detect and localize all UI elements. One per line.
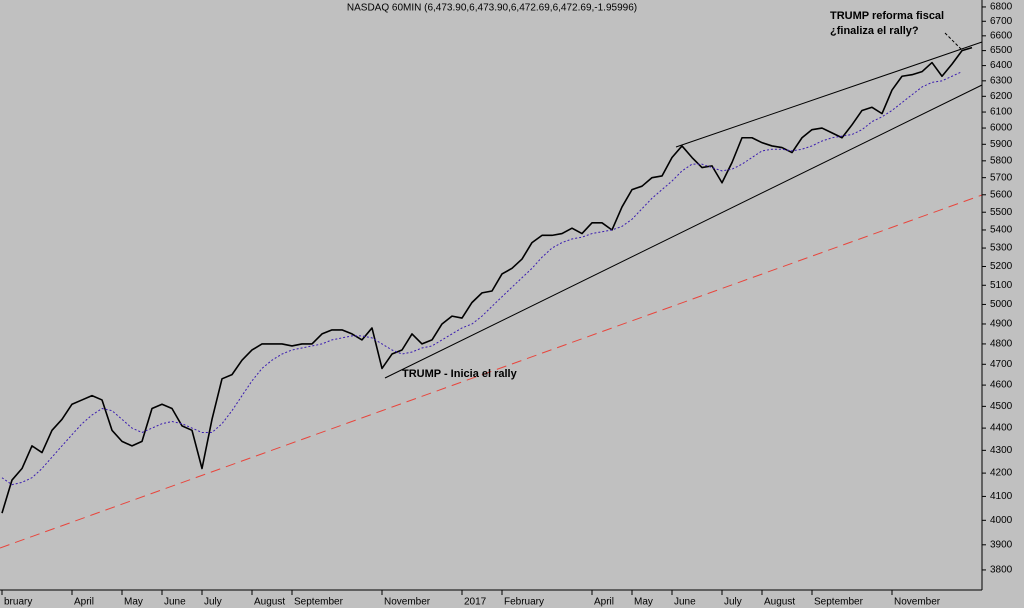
y-tick-label: 5900: [990, 139, 1013, 150]
x-tick-label: June: [164, 597, 186, 608]
upper-trendline: [675, 41, 983, 148]
x-tick-label: June: [674, 597, 696, 608]
price-line: [1, 46, 973, 514]
y-tick-label: 6200: [990, 91, 1013, 102]
y-tick-label: 5300: [990, 243, 1013, 254]
y-tick-label: 6500: [990, 45, 1013, 56]
annotation: TRUMP reforma fiscal: [830, 10, 944, 22]
y-tick-label: 4800: [990, 339, 1013, 350]
x-tick-label: February: [504, 597, 544, 608]
y-tick-label: 6100: [990, 107, 1013, 118]
x-tick-label: August: [254, 597, 285, 608]
y-tick-label: 3900: [990, 539, 1013, 550]
y-tick-label: 5000: [990, 299, 1013, 310]
y-tick-label: 5500: [990, 207, 1013, 218]
y-tick-label: 4600: [990, 380, 1013, 391]
arrow: [944, 32, 963, 51]
x-tick-label: May: [634, 597, 653, 608]
support-line: [0, 194, 983, 549]
x-tick-label: September: [294, 597, 344, 608]
y-tick-label: 4500: [990, 401, 1013, 412]
y-tick-label: 4400: [990, 423, 1013, 434]
x-tick-label: May: [124, 597, 143, 608]
y-tick-label: 5200: [990, 261, 1013, 272]
y-tick-label: 6600: [990, 30, 1013, 41]
moving-average-line: [1, 71, 963, 486]
y-tick-label: 4100: [990, 491, 1013, 502]
annotation: TRUMP - Inicia el rally: [402, 368, 518, 380]
x-tick-label: bruary: [4, 597, 32, 608]
x-tick-label: April: [74, 597, 94, 608]
x-tick-label: November: [894, 597, 941, 608]
y-tick-label: 6700: [990, 16, 1013, 27]
y-tick-label: 4700: [990, 359, 1013, 370]
x-tick-label: 2017: [464, 597, 487, 608]
y-tick-label: 4200: [990, 468, 1013, 479]
y-tick-label: 6300: [990, 75, 1013, 86]
x-tick-label: July: [204, 597, 222, 608]
x-tick-label: November: [384, 597, 431, 608]
y-tick-label: 5600: [990, 189, 1013, 200]
annotation: ¿finaliza el rally?: [830, 25, 919, 37]
y-tick-label: 5700: [990, 172, 1013, 183]
y-tick-label: 4000: [990, 515, 1013, 526]
y-tick-label: 5800: [990, 155, 1013, 166]
y-tick-label: 6400: [990, 60, 1013, 71]
y-tick-label: 4300: [990, 445, 1013, 456]
y-tick-label: 4900: [990, 319, 1013, 330]
x-tick-label: April: [594, 597, 614, 608]
y-tick-label: 3800: [990, 565, 1013, 576]
x-tick-label: September: [814, 597, 864, 608]
x-tick-label: August: [764, 597, 795, 608]
y-tick-label: 6800: [990, 2, 1013, 13]
y-tick-label: 5100: [990, 280, 1013, 291]
x-tick-label: July: [724, 597, 742, 608]
y-tick-label: 6000: [990, 123, 1013, 134]
chart-title: NASDAQ 60MIN (6,473.90,6,473.90,6,472.69…: [347, 3, 637, 14]
y-tick-label: 5400: [990, 225, 1013, 236]
lower-trendline: [384, 84, 983, 379]
